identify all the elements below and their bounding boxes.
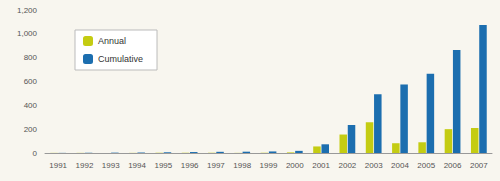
svg-text:Annual: Annual xyxy=(98,36,126,46)
svg-text:2005: 2005 xyxy=(417,161,435,170)
svg-text:2004: 2004 xyxy=(391,161,409,170)
svg-text:Cumulative: Cumulative xyxy=(98,54,143,64)
svg-text:1992: 1992 xyxy=(76,161,94,170)
svg-text:2006: 2006 xyxy=(444,161,462,170)
svg-text:1999: 1999 xyxy=(260,161,278,170)
svg-text:2001: 2001 xyxy=(312,161,330,170)
svg-text:2000: 2000 xyxy=(286,161,304,170)
svg-text:2002: 2002 xyxy=(338,161,356,170)
svg-text:800: 800 xyxy=(24,53,38,62)
svg-text:1991: 1991 xyxy=(49,161,67,170)
svg-text:600: 600 xyxy=(24,77,38,86)
svg-text:1993: 1993 xyxy=(102,161,120,170)
svg-text:200: 200 xyxy=(24,125,38,134)
svg-text:1,200: 1,200 xyxy=(17,6,38,15)
svg-text:2007: 2007 xyxy=(470,161,488,170)
svg-text:0: 0 xyxy=(33,149,38,158)
svg-text:1998: 1998 xyxy=(233,161,251,170)
svg-text:1997: 1997 xyxy=(207,161,225,170)
svg-text:1,000: 1,000 xyxy=(17,29,38,38)
svg-text:400: 400 xyxy=(24,101,38,110)
svg-text:1994: 1994 xyxy=(128,161,146,170)
svg-text:1996: 1996 xyxy=(181,161,199,170)
svg-text:2003: 2003 xyxy=(365,161,383,170)
svg-text:1995: 1995 xyxy=(154,161,172,170)
